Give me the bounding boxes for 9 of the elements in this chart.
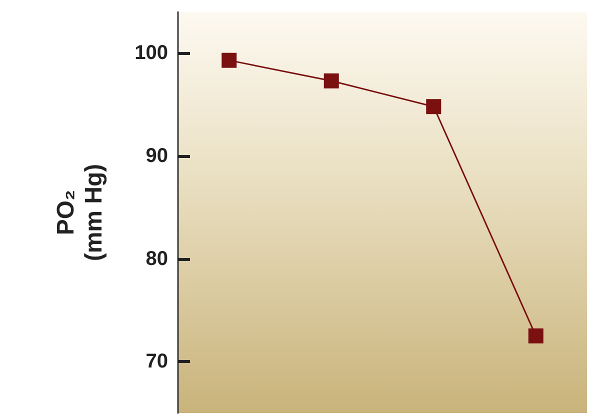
- point: [528, 328, 544, 344]
- point: [222, 52, 237, 68]
- y-tick-label: 90: [146, 144, 168, 167]
- point: [426, 99, 442, 114]
- point: [324, 73, 339, 88]
- y-axis-title: PO₂ (mm Hg): [52, 164, 108, 262]
- y-tick-label: 80: [146, 248, 168, 270]
- y-tick-label: 100: [134, 42, 168, 64]
- y-tick-label: 70: [146, 350, 168, 373]
